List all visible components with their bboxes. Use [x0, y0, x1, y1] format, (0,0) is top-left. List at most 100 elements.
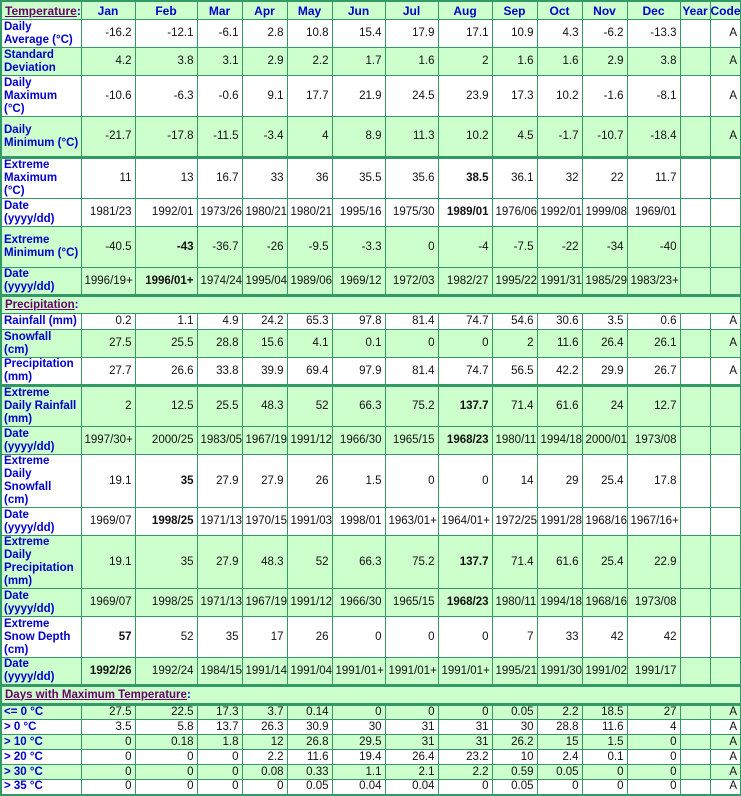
column-header-nov: Nov — [581, 0, 628, 20]
cell-jul: 81.4 — [384, 357, 439, 386]
column-header-year: Year — [679, 0, 711, 20]
cell-aug: 0 — [437, 703, 493, 720]
cell-aug: 1989/01 — [437, 198, 493, 227]
row-label: Extreme Daily Snowfall (cm) — [0, 454, 82, 508]
cell-oct: 1991/28 — [536, 507, 583, 536]
cell-jan: 1969/07 — [80, 588, 136, 617]
cell-jul: 31 — [384, 719, 439, 735]
row-label: Date (yyyy/dd) — [0, 588, 82, 617]
cell-may: 1989/06 — [286, 267, 333, 296]
cell-apr: 27.9 — [241, 454, 288, 508]
cell-oct: -1.7 — [536, 116, 583, 158]
table-row: Date (yyyy/dd) 1996/19+ 1996/01+ 1974/24 199… — [0, 267, 741, 296]
cell-dec: 1969/01 — [626, 198, 681, 227]
table-row: Date (yyyy/dd) 1969/07 1998/25 1971/13 1967/… — [0, 588, 741, 617]
record-value: 38.5 — [466, 172, 489, 184]
cell-aug: 0 — [437, 779, 493, 795]
cell-code: A — [709, 19, 741, 48]
cell-jul: 11.3 — [384, 116, 439, 158]
cell-year — [679, 507, 711, 536]
cell-aug: 1968/23 — [437, 588, 493, 617]
cell-sep: 0.59 — [491, 764, 538, 780]
cell-jun: 8.9 — [331, 116, 386, 158]
cell-jan: 2 — [80, 384, 136, 427]
cell-may: 1991/04 — [286, 657, 333, 686]
record-value: 1996/01+ — [145, 274, 194, 287]
cell-nov: 18.5 — [581, 703, 628, 720]
section-header: Precipitation: — [0, 294, 741, 314]
cell-jun: 0 — [331, 703, 386, 720]
cell-oct: 30.6 — [536, 313, 583, 330]
cell-nov: 26.4 — [581, 329, 628, 358]
cell-code: A — [709, 313, 741, 330]
cell-code: A — [709, 357, 741, 386]
cell-feb: 0.18 — [134, 734, 198, 750]
cell-feb: 12.5 — [134, 384, 198, 427]
cell-sep: 71.4 — [491, 535, 538, 589]
cell-nov: 3.5 — [581, 313, 628, 330]
cell-apr: 9.1 — [241, 75, 288, 117]
cell-year — [679, 156, 711, 199]
cell-nov: 25.4 — [581, 535, 628, 589]
cell-apr: 1970/15 — [241, 507, 288, 536]
cell-nov: 25.4 — [581, 454, 628, 508]
cell-code: A — [709, 719, 741, 735]
cell-apr: 24.2 — [241, 313, 288, 330]
cell-jul: 75.2 — [384, 384, 439, 427]
cell-may: -9.5 — [286, 226, 333, 268]
cell-may: 52 — [286, 535, 333, 589]
cell-jun: 1966/30 — [331, 426, 386, 455]
cell-aug: 0 — [437, 329, 493, 358]
cell-mar: -0.6 — [196, 75, 243, 117]
cell-year — [679, 384, 711, 427]
column-header-oct: Oct — [536, 0, 583, 20]
cell-jun: 19.4 — [331, 749, 386, 765]
table-row: Rainfall (mm) 0.2 1.1 4.9 24.2 65.3 97.8 81.4 74… — [0, 313, 741, 330]
cell-oct: 11.6 — [536, 329, 583, 358]
cell-jul: 81.4 — [384, 313, 439, 330]
cell-jan: 1996/19+ — [80, 267, 136, 296]
cell-jun: 97.9 — [331, 357, 386, 386]
cell-apr: 39.9 — [241, 357, 288, 386]
cell-oct: 33 — [536, 616, 583, 658]
cell-aug: 1991/01+ — [437, 657, 493, 686]
table-row: Date (yyyy/dd) 1969/07 1998/25 1971/13 1970/… — [0, 507, 741, 536]
cell-sep: 10.9 — [491, 19, 538, 48]
row-label: Extreme Maximum (°C) — [0, 156, 82, 199]
cell-year — [679, 198, 711, 227]
cell-jul: 75.2 — [384, 535, 439, 589]
cell-nov: 1968/16 — [581, 588, 628, 617]
table-row: Daily Minimum (°C) -21.7 -17.8 -11.5 -3.4 4 8.… — [0, 116, 741, 158]
cell-oct: 15 — [536, 734, 583, 750]
cell-jul: 1963/01+ — [384, 507, 439, 536]
cell-feb: 0 — [134, 779, 198, 795]
cell-code: A — [709, 116, 741, 158]
cell-may: 26.8 — [286, 734, 333, 750]
column-header-aug: Aug — [437, 0, 493, 20]
cell-aug: 38.5 — [437, 156, 493, 199]
section-link[interactable]: Precipitation — [5, 298, 75, 311]
cell-dec: 11.7 — [626, 156, 681, 199]
cell-code: A — [709, 779, 741, 795]
cell-feb: 0 — [134, 749, 198, 765]
cell-sep: 0.05 — [491, 779, 538, 795]
section-link[interactable]: Temperature — [5, 3, 77, 18]
cell-apr: 12 — [241, 734, 288, 750]
cell-dec: 27 — [626, 703, 681, 720]
cell-year — [679, 75, 711, 117]
row-label: Extreme Snow Depth (cm) — [0, 616, 82, 658]
cell-jul: 2.1 — [384, 764, 439, 780]
cell-code: A — [709, 703, 741, 720]
cell-jun: 1995/16 — [331, 198, 386, 227]
cell-apr: 2.9 — [241, 47, 288, 76]
cell-aug: 1968/23 — [437, 426, 493, 455]
section-link[interactable]: Days with Maximum Temperature — [5, 688, 187, 701]
cell-apr: -3.4 — [241, 116, 288, 158]
row-label: > 10 °C — [0, 734, 82, 750]
cell-jun: 15.4 — [331, 19, 386, 48]
cell-mar: 3.1 — [196, 47, 243, 76]
cell-dec: 0 — [626, 764, 681, 780]
cell-code — [709, 267, 741, 296]
cell-apr: 48.3 — [241, 535, 288, 589]
cell-jan: 3.5 — [80, 719, 136, 735]
